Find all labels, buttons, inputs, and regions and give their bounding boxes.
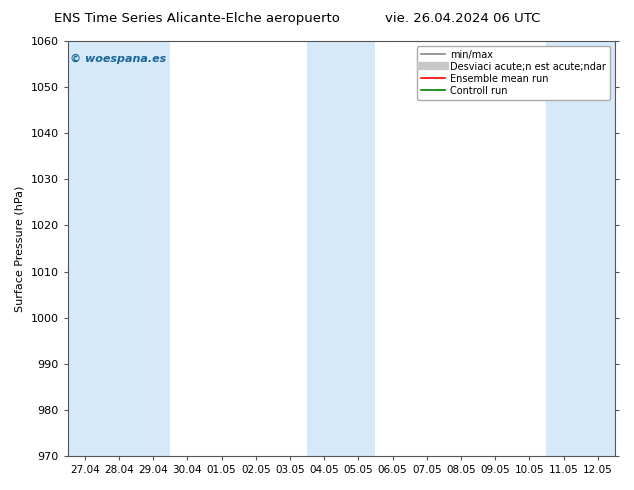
Text: © woespana.es: © woespana.es — [70, 53, 167, 64]
Text: ENS Time Series Alicante-Elche aeropuerto: ENS Time Series Alicante-Elche aeropuert… — [54, 12, 339, 25]
Y-axis label: Surface Pressure (hPa): Surface Pressure (hPa) — [15, 185, 25, 312]
Bar — [581, 41, 615, 456]
Bar — [102, 41, 136, 456]
Bar — [307, 41, 341, 456]
Bar — [547, 41, 581, 456]
Legend: min/max, Desviaci acute;n est acute;ndar, Ensemble mean run, Controll run: min/max, Desviaci acute;n est acute;ndar… — [417, 46, 610, 99]
Text: vie. 26.04.2024 06 UTC: vie. 26.04.2024 06 UTC — [385, 12, 541, 25]
Bar — [341, 41, 375, 456]
Bar — [136, 41, 171, 456]
Bar — [68, 41, 102, 456]
